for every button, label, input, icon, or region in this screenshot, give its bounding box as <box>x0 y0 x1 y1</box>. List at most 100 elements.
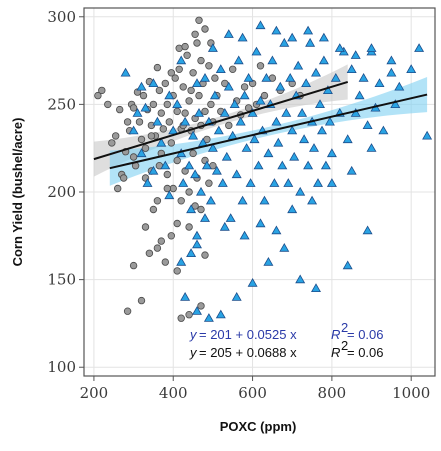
circle-point <box>129 104 138 112</box>
circle-point <box>171 74 179 82</box>
circle-point <box>167 139 175 147</box>
x-tick-label: 1000 <box>392 384 430 402</box>
triangle-point <box>231 291 242 301</box>
triangle-point <box>386 55 397 65</box>
circle-point <box>94 91 102 100</box>
circle-point <box>197 205 205 214</box>
circle-point <box>163 100 171 109</box>
triangle-point <box>293 60 304 70</box>
circle-point <box>181 42 189 51</box>
triangle-point <box>318 55 329 65</box>
circle-point <box>195 16 203 24</box>
x-tick-label: 200 <box>80 384 109 402</box>
circle-point <box>228 65 237 73</box>
circle-point <box>175 65 183 73</box>
circle-point <box>244 104 253 112</box>
circle-point <box>205 179 213 187</box>
triangle-point <box>422 130 433 140</box>
triangle-point <box>152 116 163 126</box>
triangle-point <box>192 239 202 249</box>
circle-point <box>123 307 132 315</box>
triangle-point <box>225 213 236 222</box>
triangle-point <box>279 37 290 47</box>
triangle-point <box>221 151 232 161</box>
equation-1: y = 201 + 0.0525 x R 2 = 0.06 <box>189 320 384 342</box>
triangle-point <box>201 160 212 170</box>
circle-point <box>167 69 175 77</box>
triangle-point <box>136 148 147 158</box>
circle-point <box>165 118 173 126</box>
circle-point <box>205 62 213 70</box>
y-axis-ticks: 100 150 200 250 300 <box>47 8 84 376</box>
triangle-point <box>311 283 321 293</box>
circle-point <box>153 197 162 205</box>
triangle-point <box>192 78 202 87</box>
triangle-point <box>263 256 274 266</box>
circle-point <box>161 258 169 266</box>
circle-point <box>129 153 138 161</box>
equation-2-r: R <box>331 345 340 360</box>
triangle-point <box>317 125 327 135</box>
triangle-point <box>241 143 252 152</box>
triangle-point <box>390 99 401 108</box>
triangle-point <box>287 125 298 135</box>
circle-point <box>185 97 193 105</box>
circle-point <box>149 205 158 214</box>
circle-point <box>195 91 203 100</box>
circle-point <box>185 223 193 231</box>
triangle-point <box>318 32 329 42</box>
circle-point <box>104 100 112 109</box>
triangle-point <box>209 90 220 100</box>
triangle-point <box>271 116 282 126</box>
equation-1-r: R <box>331 327 340 342</box>
triangle-point <box>362 225 373 235</box>
circle-point <box>181 109 189 117</box>
triangle-point <box>261 72 272 82</box>
circle-point <box>225 121 233 130</box>
circle-point <box>193 39 201 47</box>
triangle-point <box>140 102 151 112</box>
triangle-point <box>386 67 397 77</box>
triangle-point <box>178 178 189 187</box>
triangle-point <box>320 160 331 170</box>
triangle-point <box>207 43 218 52</box>
triangle-point <box>132 107 143 117</box>
circle-point <box>145 249 154 257</box>
x-tick-label: 400 <box>159 384 188 402</box>
equation-2-r2-value: = 0.06 <box>347 345 384 360</box>
circle-point <box>197 302 205 310</box>
circle-point <box>161 79 169 88</box>
circle-point <box>163 184 171 193</box>
regression-line-1 <box>93 81 349 161</box>
triangle-point <box>213 125 224 135</box>
circle-point <box>185 311 193 319</box>
circle-point <box>111 132 120 140</box>
equation-2-sup: 2 <box>341 338 348 353</box>
triangle-point <box>313 178 323 187</box>
regression-line-2 <box>109 93 428 170</box>
triangle-point <box>263 148 274 158</box>
triangle-point <box>231 169 242 179</box>
circle-point <box>137 135 146 144</box>
equation-1-r2-value: = 0.06 <box>347 327 384 342</box>
circle-point <box>141 223 150 231</box>
triangle-point <box>271 225 282 235</box>
triangle-point <box>354 90 365 100</box>
circle-point <box>113 184 122 193</box>
triangle-point <box>285 72 296 82</box>
circle-point <box>119 174 128 182</box>
equation-2-y: y <box>189 345 198 360</box>
triangle-point <box>289 151 300 161</box>
circle-point <box>187 86 195 95</box>
x-tick-label: 600 <box>238 384 267 402</box>
circle-point <box>159 125 167 133</box>
triangle-point <box>346 165 357 175</box>
triangle-point <box>200 72 210 82</box>
triangle-point <box>281 107 292 117</box>
triangle-point <box>301 78 312 87</box>
circle-point <box>173 219 181 228</box>
y-tick-label: 250 <box>47 95 76 113</box>
equation-1-body: = 201 + 0.0525 x <box>199 327 297 342</box>
triangle-point <box>176 256 187 266</box>
triangle-point <box>203 313 214 322</box>
